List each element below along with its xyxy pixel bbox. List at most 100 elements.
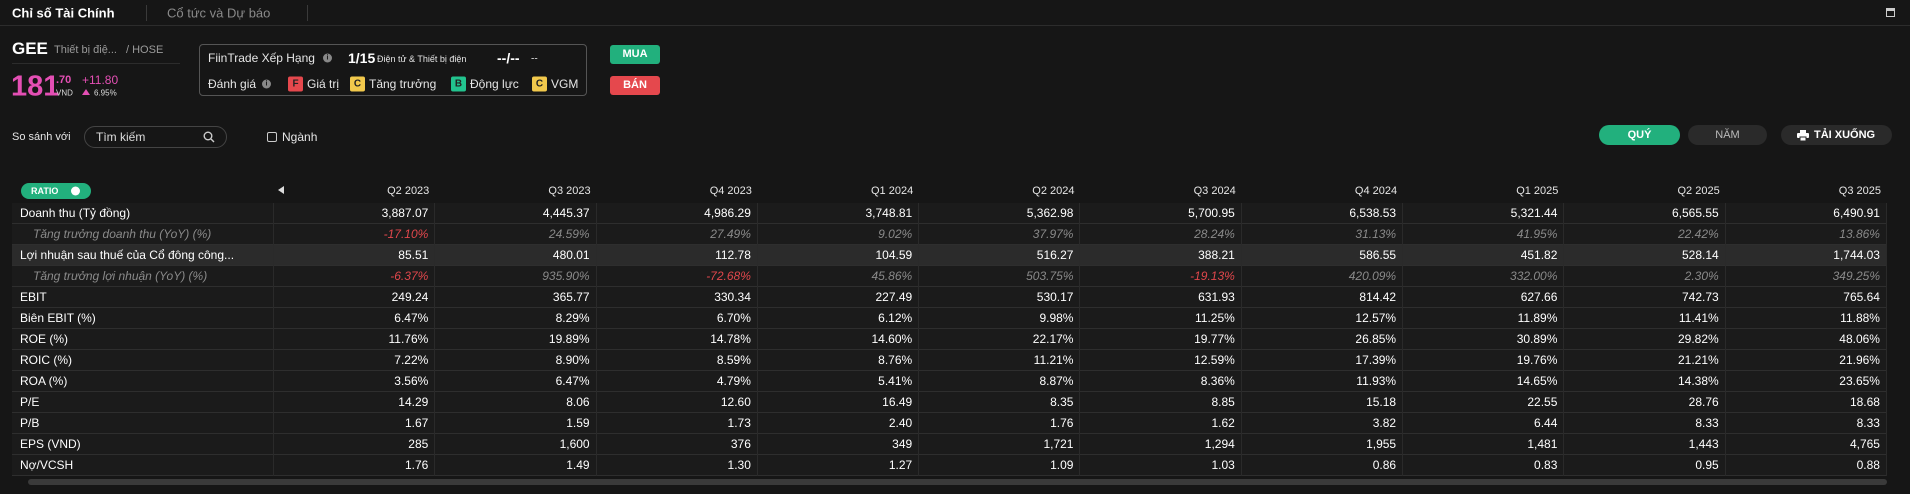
table-cell: 11.41% — [1564, 308, 1726, 329]
industry-filter[interactable]: Ngành — [282, 130, 318, 144]
buy-button[interactable]: MUA — [610, 45, 660, 64]
table-row[interactable]: Biên EBIT (%) 6.47% 8.29% 6.70% 6.12% 9.98% 11… — [12, 308, 1887, 329]
row-label: Tăng trưởng lợi nhuận (YoY) (%) — [12, 266, 274, 287]
table-cell: 0.86 — [1242, 455, 1404, 476]
table-cell: 935.90% — [435, 266, 597, 287]
search-box[interactable] — [84, 126, 227, 148]
table-row[interactable]: ROA (%) 3.56% 6.47% 4.79% 5.41% 8.87% 8.36% 11.… — [12, 371, 1887, 392]
tab[interactable]: Cổ tức và Dự báo — [167, 5, 271, 21]
row-label: ROE (%) — [12, 329, 274, 350]
row-label: ROA (%) — [12, 371, 274, 392]
maximize-icon[interactable] — [1886, 8, 1895, 17]
table-cell: 1.73 — [597, 413, 758, 434]
table-cell: 45.86% — [758, 266, 920, 287]
table-cell: 1,443 — [1564, 434, 1726, 455]
table-cell: 631.93 — [1081, 287, 1242, 308]
table-cell: 5,321.44 — [1403, 203, 1565, 224]
tab[interactable]: Chỉ số Tài Chính — [12, 5, 115, 21]
search-icon[interactable] — [203, 131, 215, 143]
column-header: Q4 2023 — [709, 185, 752, 197]
table-row[interactable]: Nợ/VCSH 1.76 1.49 1.30 1.27 1.09 1.03 0.86 0.83 0… — [12, 455, 1887, 476]
table-cell: 22.42% — [1564, 224, 1726, 245]
column-header: Q3 2024 — [1193, 185, 1236, 197]
info-icon[interactable]: i — [262, 79, 271, 89]
table-cell: 586.55 — [1242, 245, 1404, 266]
table-row[interactable]: ROE (%) 11.76% 19.89% 14.78% 14.60% 22.17% 19.… — [12, 329, 1887, 350]
table-cell: 3,748.81 — [758, 203, 920, 224]
search-placeholder[interactable]: Tìm kiếm — [96, 130, 146, 144]
table-cell: 480.01 — [435, 245, 597, 266]
sell-button[interactable]: BÁN — [610, 76, 660, 95]
download-label[interactable]: TẢI XUỐNG — [1814, 129, 1876, 141]
change: +11.80 — [82, 73, 119, 87]
table-cell: 9.02% — [758, 224, 920, 245]
table-cell: -72.68% — [597, 266, 758, 287]
table-cell: 6,538.53 — [1242, 203, 1404, 224]
info-icon[interactable]: i — [323, 53, 332, 63]
ratio-label[interactable]: RATIO — [31, 186, 59, 196]
checkbox[interactable] — [267, 132, 277, 142]
table-cell: 11.21% — [919, 350, 1081, 371]
table-cell: 1.09 — [919, 455, 1081, 476]
table-cell: 1.76 — [919, 413, 1081, 434]
table-cell: 18.68 — [1726, 392, 1887, 413]
column-header: Q3 2025 — [1838, 185, 1881, 197]
table-row[interactable]: P/B 1.67 1.59 1.73 2.40 1.76 1.62 3.82 6.44 8.33 8… — [12, 413, 1887, 434]
period-button[interactable]: QUÝ — [1599, 125, 1680, 145]
table-cell: 30.89% — [1403, 329, 1565, 350]
settings-icon[interactable] — [71, 186, 80, 196]
table-cell: 11.89% — [1403, 308, 1565, 329]
table-cell: 1,744.03 — [1726, 245, 1887, 266]
table-cell: 13.86% — [1726, 224, 1887, 245]
period-button[interactable]: NĂM — [1688, 125, 1767, 145]
table-cell: 1,600 — [435, 434, 597, 455]
table-cell: -17.10% — [274, 224, 436, 245]
table-cell: 37.97% — [919, 224, 1081, 245]
row-label: Doanh thu (Tỷ đồng) — [12, 203, 274, 224]
table-row[interactable]: Doanh thu (Tỷ đồng) 3,887.07 4,445.37 4,986… — [12, 203, 1887, 224]
table-cell: 11.76% — [274, 329, 436, 350]
table-row[interactable]: Lợi nhuận sau thuế của Cổ đông công... 85… — [12, 245, 1887, 266]
sector: Điện tử & Thiết bị điện — [377, 54, 467, 64]
price-decimal: .70 — [56, 74, 72, 86]
separator — [146, 5, 147, 21]
table-cell: 19.77% — [1081, 329, 1242, 350]
table-cell: 227.49 — [758, 287, 920, 308]
row-label: P/B — [12, 413, 274, 434]
table-row[interactable]: Tăng trưởng doanh thu (YoY) (%) -17.10% 24… — [12, 224, 1887, 245]
column-header: Q2 2023 — [387, 185, 430, 197]
table-row[interactable]: Tăng trưởng lợi nhuận (YoY) (%) -6.37% 935… — [12, 266, 1887, 287]
tab-bar — [0, 0, 1910, 26]
table-cell: 8.85 — [1081, 392, 1242, 413]
table-cell: 8.29% — [435, 308, 597, 329]
table-cell: 8.35 — [919, 392, 1081, 413]
industry: Thiết bị điệ... — [54, 44, 117, 56]
table-cell: 1.62 — [1081, 413, 1242, 434]
table-cell: 17.39% — [1242, 350, 1404, 371]
table-row[interactable]: EBIT 249.24 365.77 330.34 227.49 530.17 631.93… — [12, 287, 1887, 308]
table-cell: 376 — [597, 434, 758, 455]
row-label: P/E — [12, 392, 274, 413]
row-label: Lợi nhuận sau thuế của Cổ đông công... — [12, 245, 274, 266]
table-cell: 21.96% — [1726, 350, 1887, 371]
separator — [307, 5, 308, 21]
column-header: Q1 2025 — [1516, 185, 1559, 197]
row-label: Nợ/VCSH — [12, 455, 274, 476]
table-cell: 19.89% — [435, 329, 597, 350]
scrollbar[interactable] — [28, 479, 1887, 485]
table-cell: 6.47% — [274, 308, 436, 329]
table-cell: 3.82 — [1242, 413, 1404, 434]
table-cell: 23.65% — [1726, 371, 1887, 392]
printer-icon[interactable] — [1797, 130, 1809, 141]
download-button[interactable] — [1781, 125, 1892, 145]
column-header: Q1 2024 — [870, 185, 914, 197]
table-cell: 3,887.07 — [274, 203, 436, 224]
table-row[interactable]: EPS (VND) 285 1,600 376 349 1,721 1,294 1,955 1,… — [12, 434, 1887, 455]
table-cell: 249.24 — [274, 287, 436, 308]
table-cell: 8.36% — [1081, 371, 1242, 392]
table-cell: 5,362.98 — [919, 203, 1081, 224]
row-label: Biên EBIT (%) — [12, 308, 274, 329]
table-row[interactable]: P/E 14.29 8.06 12.60 16.49 8.35 8.85 15.18 22.55… — [12, 392, 1887, 413]
table-row[interactable]: ROIC (%) 7.22% 8.90% 8.59% 8.76% 11.21% 12.59%… — [12, 350, 1887, 371]
scroll-left[interactable] — [278, 186, 284, 194]
